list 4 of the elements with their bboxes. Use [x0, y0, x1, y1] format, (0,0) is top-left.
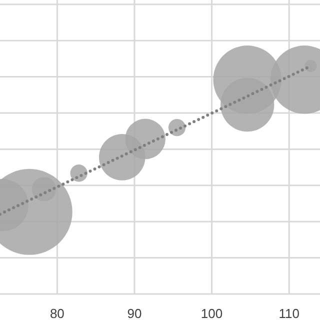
x-tick-label: 100	[200, 306, 223, 320]
x-tick-label: 80	[50, 306, 64, 320]
x-tick-label: 90	[127, 306, 142, 320]
x-tick-label: 110	[278, 306, 300, 320]
